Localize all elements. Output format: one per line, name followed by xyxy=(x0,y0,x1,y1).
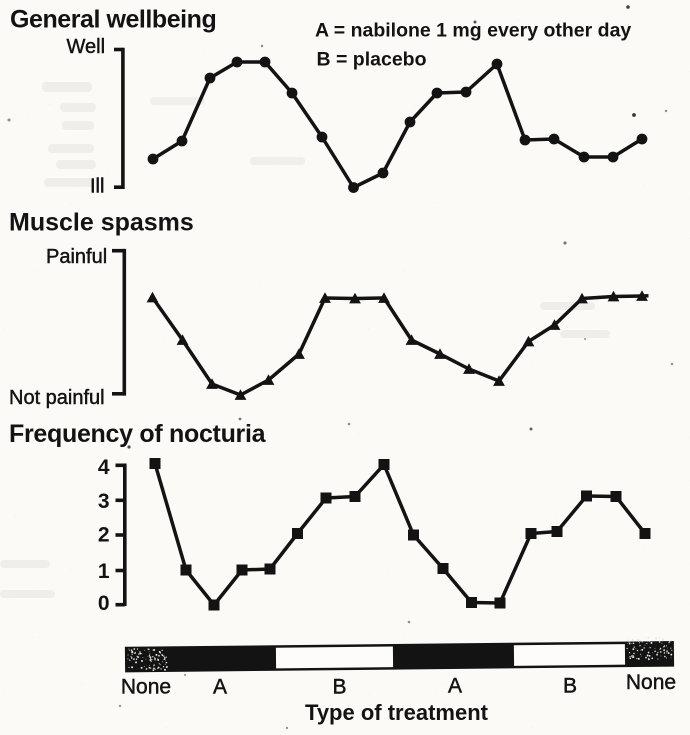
svg-text:Not painful: Not painful xyxy=(9,387,105,409)
svg-text:2: 2 xyxy=(98,524,110,547)
svg-text:0: 0 xyxy=(98,592,110,615)
svg-text:Painful: Painful xyxy=(46,246,107,268)
svg-text:B: B xyxy=(332,676,346,699)
svg-text:General wellbeing: General wellbeing xyxy=(10,6,216,34)
svg-text:A = nabilone 1 mg every other: A = nabilone 1 mg every other day xyxy=(315,20,631,42)
svg-text:4: 4 xyxy=(98,456,110,479)
svg-text:1: 1 xyxy=(98,560,110,583)
svg-text:Frequency of nocturia: Frequency of nocturia xyxy=(9,420,267,448)
svg-text:Ill: Ill xyxy=(90,176,104,198)
svg-text:Muscle spasms: Muscle spasms xyxy=(9,209,194,237)
svg-text:Type of treatment: Type of treatment xyxy=(305,700,489,725)
svg-text:B: B xyxy=(563,675,577,698)
svg-text:None: None xyxy=(121,676,171,699)
svg-text:Well: Well xyxy=(67,36,106,58)
svg-text:3: 3 xyxy=(98,490,110,513)
svg-text:A: A xyxy=(448,675,462,698)
svg-text:B = placebo: B = placebo xyxy=(317,49,427,71)
svg-text:None: None xyxy=(626,671,676,694)
svg-text:A: A xyxy=(213,676,227,699)
